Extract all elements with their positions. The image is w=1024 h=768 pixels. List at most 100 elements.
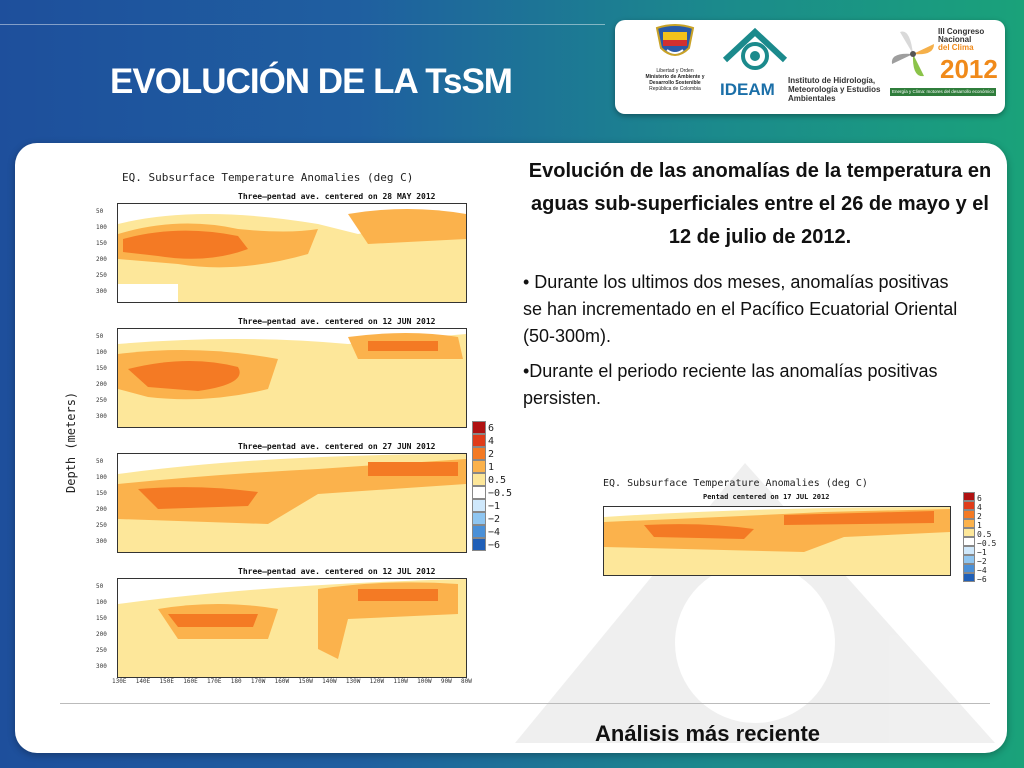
legend-swatch: [472, 421, 486, 434]
legend-swatches: 6 4 2 1 0.5 −0.5 −1 −2 −4 −6: [472, 421, 522, 551]
legend-label: 4: [488, 436, 495, 447]
colombia-government-logo: Libertad y Orden Ministerio de Ambiente …: [635, 24, 715, 92]
anomaly-panel-1: Three–pentad ave. centered on 28 MAY 201…: [96, 192, 467, 303]
top-rule: [0, 24, 605, 25]
legend-swatch: [963, 573, 975, 582]
legend-swatch: [472, 434, 486, 447]
depth-tick: 250: [96, 272, 107, 279]
legend-label: −0.5: [977, 539, 997, 548]
lon-tick: 80W: [461, 678, 472, 685]
legend-swatch: [963, 519, 975, 528]
depth-tick: 250: [96, 647, 107, 654]
depth-tick: 300: [96, 663, 107, 670]
panel-3-subtitle: Three–pentad ave. centered on 27 JUN 201…: [238, 442, 436, 451]
ideam-subtitle: Instituto de Hidrología, Meteorología y …: [788, 76, 881, 103]
lon-tick: 170E: [207, 678, 222, 685]
legend-swatch: [963, 492, 975, 501]
depth-tick: 50: [96, 333, 104, 340]
lon-tick: 110W: [393, 678, 408, 685]
legend-label: −2: [488, 514, 501, 525]
depth-tick: 100: [96, 224, 107, 231]
lon-tick: 150E: [159, 678, 174, 685]
ideam-wave-icon: [722, 27, 788, 70]
depth-tick: 50: [96, 583, 104, 590]
congreso-line1: III Congreso: [938, 27, 985, 36]
pinwheel-icon: [891, 31, 934, 77]
slide-title: EVOLUCIÓN DE LA TsSM: [110, 62, 513, 101]
congreso-line3: del Clima: [938, 43, 974, 52]
lon-tick: 100W: [417, 678, 432, 685]
legend-label: 2: [488, 449, 495, 460]
divider: [60, 703, 990, 704]
depth-ticks: 50 100 150 200 250 300: [96, 204, 107, 300]
latest-anomaly-contours: [604, 507, 950, 575]
depth-tick: 150: [96, 240, 107, 247]
latest-figure-subtitle: Pentad centered on 17 JUL 2012: [703, 493, 830, 501]
gov-line2: Ministerio de Ambiente y Desarrollo Sost…: [645, 74, 705, 86]
lon-tick: 160W: [274, 678, 290, 685]
depth-ticks: 50 100 150 200 250 300: [96, 329, 107, 425]
anomaly-contours-2: [118, 333, 466, 427]
legend-label: 6: [488, 423, 495, 434]
coat-of-arms-icon: [655, 24, 695, 56]
depth-ticks: 50 100 150 200 250 300: [96, 579, 107, 675]
depth-tick: 150: [96, 490, 107, 497]
anomaly-panel-2: Three–pentad ave. centered on 12 JUN 201…: [96, 317, 467, 428]
lon-tick: 170W: [250, 678, 266, 685]
lon-tick: 130E: [112, 678, 127, 685]
legend-swatch: [963, 501, 975, 510]
legend-swatch: [472, 460, 486, 473]
longitude-ticks: 130E 140E 150E 160E 170E 180 170W 160W 1…: [112, 678, 472, 685]
depth-tick: 250: [96, 522, 107, 529]
congreso-text: III Congreso Nacional del Clima: [938, 28, 984, 52]
legend-swatch: [963, 555, 975, 564]
color-legend: 6 4 2 1 0.5 −0.5 −1 −2 −4 −6: [472, 421, 522, 551]
anomaly-panel-4: Three–pentad ave. centered on 12 JUL 201…: [96, 567, 472, 685]
latest-anomaly-panel: [603, 506, 951, 576]
depth-ticks: 50 100 150 200 250 300: [96, 454, 107, 550]
legend-label: −0.5: [488, 488, 513, 499]
legend-label: 1: [977, 521, 982, 530]
bullet-1: • Durante los ultimos dos meses, anomalí…: [523, 272, 958, 346]
legend-swatch: [963, 546, 975, 555]
bullet-2: •Durante el periodo reciente las anomalí…: [523, 361, 938, 408]
depth-axis-label: Depth (meters): [64, 391, 78, 493]
depth-tick: 300: [96, 538, 107, 545]
legend-label: −6: [488, 540, 501, 551]
lon-tick: 130W: [345, 678, 361, 685]
subsurface-anomaly-figure: EQ. Subsurface Temperature Anomalies (de…: [64, 153, 512, 685]
legend-label: −2: [977, 557, 987, 566]
gov-line1: Libertad y Orden: [656, 68, 694, 74]
panel-4-subtitle: Three–pentad ave. centered on 12 JUL 201…: [238, 567, 436, 576]
section-heading: Evolución de las anomalías de la tempera…: [528, 160, 992, 248]
legend-label: 1: [488, 462, 495, 473]
legend-label: −6: [977, 575, 987, 584]
congreso-band: Energía y Clima: motores del desarrollo …: [890, 88, 996, 96]
legend-swatch: [472, 525, 486, 538]
legend-label: −1: [488, 501, 501, 512]
anomaly-contours-3: [118, 454, 466, 552]
anomaly-contours-4: [118, 579, 466, 677]
depth-tick: 200: [96, 256, 107, 263]
lon-tick: 140W: [322, 678, 337, 685]
gov-line3: República de Colombia: [649, 86, 701, 92]
depth-tick: 50: [96, 208, 104, 215]
lon-tick: 160E: [183, 678, 198, 685]
depth-tick: 300: [96, 413, 107, 420]
congreso-year: 2012: [940, 54, 998, 84]
legend-label: −4: [977, 566, 987, 575]
depth-tick: 150: [96, 615, 107, 622]
logo-strip: Libertad y Orden Ministerio de Ambiente …: [615, 20, 1005, 114]
congreso-clima-logo: III Congreso Nacional del Clima 2012 Ene…: [890, 26, 998, 106]
lon-tick: 90W: [440, 678, 452, 685]
depth-tick: 200: [96, 381, 107, 388]
panel-2-subtitle: Three–pentad ave. centered on 12 JUN 201…: [238, 317, 436, 326]
legend-label: 2: [977, 512, 982, 521]
depth-tick: 250: [96, 397, 107, 404]
anomaly-contours-1: [118, 209, 466, 302]
panel-1-subtitle: Three–pentad ave. centered on 28 MAY 201…: [238, 192, 436, 201]
legend-swatch: [472, 447, 486, 460]
latest-anomaly-figure: EQ. Subsurface Temperature Anomalies (de…: [583, 468, 1003, 603]
bullet-list: • Durante los ultimos dos meses, anomalí…: [523, 269, 963, 420]
legend-swatch: [472, 473, 486, 486]
